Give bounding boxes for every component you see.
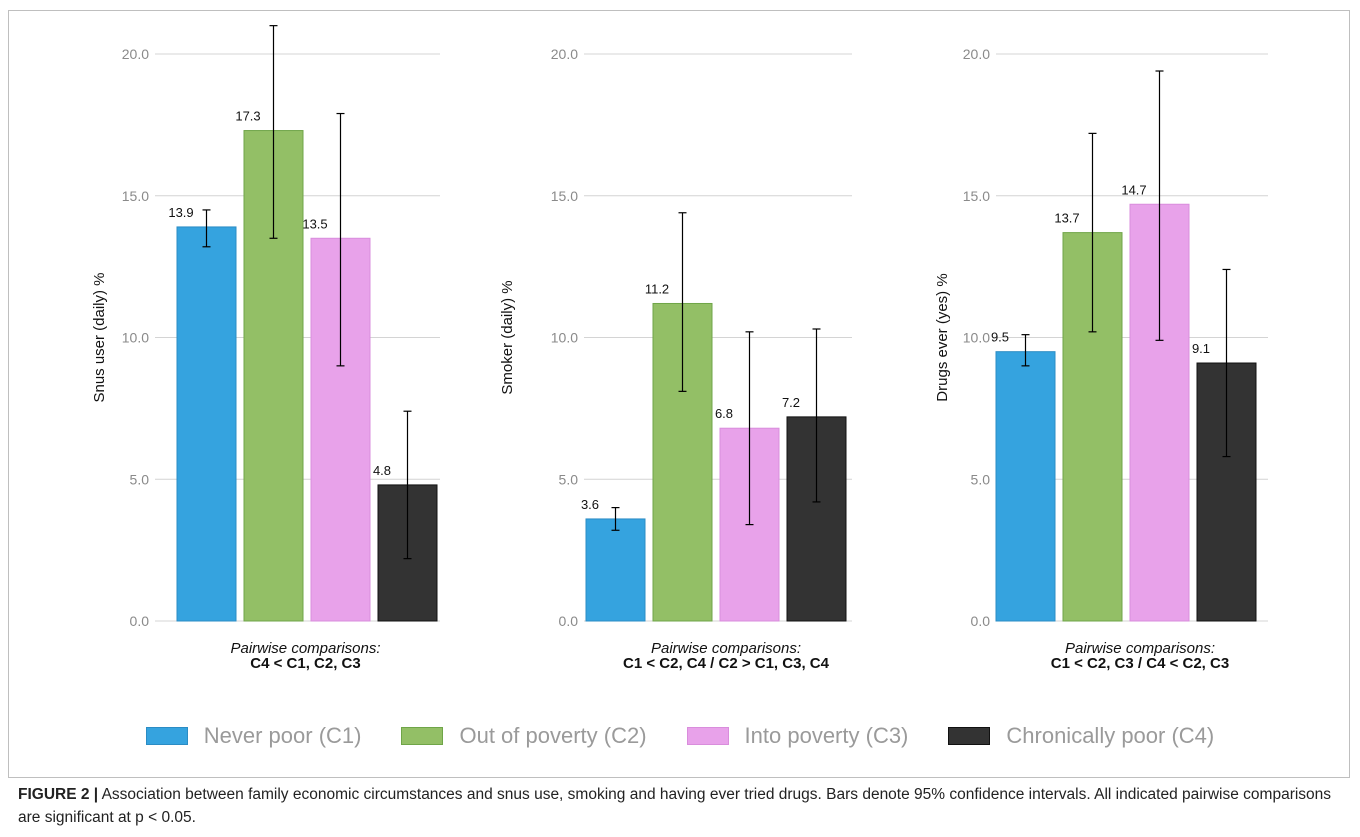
value-label: 4.8	[373, 463, 391, 478]
y-tick-label: 10.0	[551, 330, 578, 346]
legend-label-c4: Chronically poor (C4)	[1006, 723, 1215, 748]
legend-item-c1: Never poor (C1)	[145, 723, 362, 749]
value-label: 6.8	[715, 406, 733, 421]
caption-text: Association between family economic circ…	[18, 786, 1332, 826]
legend-item-c4: Chronically poor (C4)	[948, 723, 1214, 749]
y-tick-label: 20.0	[963, 46, 990, 62]
caption-label: FIGURE 2 |	[18, 786, 99, 803]
legend-label-c2: Out of poverty (C2)	[459, 723, 647, 748]
bar	[585, 518, 646, 622]
y-tick-label: 10.0	[122, 330, 149, 346]
y-tick-label: 15.0	[963, 188, 990, 204]
comparison-text: C1 < C2, C4 / C2 > C1, C3, C4	[623, 655, 830, 672]
y-tick-label: 0.0	[971, 613, 991, 629]
value-label: 13.7	[1054, 211, 1079, 226]
value-label: 3.6	[581, 497, 599, 512]
value-label: 7.2	[782, 395, 800, 410]
y-tick-label: 20.0	[122, 46, 149, 62]
legend-swatch-c4	[948, 727, 991, 745]
bar	[243, 130, 304, 622]
y-axis-label: Smoker (daily) %	[499, 280, 516, 394]
y-tick-label: 10.0	[963, 330, 990, 346]
legend-swatch-c3	[686, 727, 729, 745]
comparison-text: C4 < C1, C2, C3	[250, 655, 360, 672]
y-tick-label: 5.0	[971, 471, 991, 487]
y-tick-label: 0.0	[130, 613, 150, 629]
y-tick-label: 0.0	[559, 613, 579, 629]
value-label: 11.2	[645, 281, 669, 296]
legend-item-c2: Out of poverty (C2)	[401, 723, 647, 749]
legend-swatch-c2	[401, 727, 444, 745]
value-label: 13.5	[302, 216, 327, 231]
y-tick-label: 15.0	[122, 188, 149, 204]
comparison-title: Pairwise comparisons:	[1065, 640, 1215, 657]
y-axis-label: Drugs ever (yes) %	[934, 273, 951, 401]
figure-frame	[8, 10, 1350, 778]
y-tick-label: 5.0	[559, 471, 579, 487]
value-label: 9.5	[991, 330, 1009, 345]
comparison-title: Pairwise comparisons:	[230, 640, 380, 657]
bar	[995, 351, 1056, 622]
legend-item-c3: Into poverty (C3)	[686, 723, 909, 749]
legend: Never poor (C1) Out of poverty (C2) Into…	[0, 716, 1360, 756]
value-label: 17.3	[235, 109, 260, 124]
figure-caption: FIGURE 2 | Association between family ec…	[18, 783, 1338, 829]
legend-label-c1: Never poor (C1)	[203, 723, 362, 748]
y-tick-label: 20.0	[551, 46, 578, 62]
y-tick-label: 15.0	[551, 188, 578, 204]
y-tick-label: 5.0	[130, 471, 150, 487]
legend-label-c3: Into poverty (C3)	[744, 723, 909, 748]
value-label: 14.7	[1121, 182, 1146, 197]
value-label: 13.9	[168, 205, 193, 220]
bar	[176, 226, 237, 622]
charts-area: 0.0 5.0 10.0 15.0 20.0 Snus user (daily) % 13.…	[91, 25, 1268, 672]
legend-swatch-c1	[145, 727, 188, 745]
comparison-text: C1 < C2, C3 / C4 < C2, C3	[1051, 655, 1229, 672]
comparison-title: Pairwise comparisons:	[651, 640, 801, 657]
y-axis-label: Snus user (daily) %	[91, 272, 108, 402]
value-label: 9.1	[1192, 341, 1210, 356]
